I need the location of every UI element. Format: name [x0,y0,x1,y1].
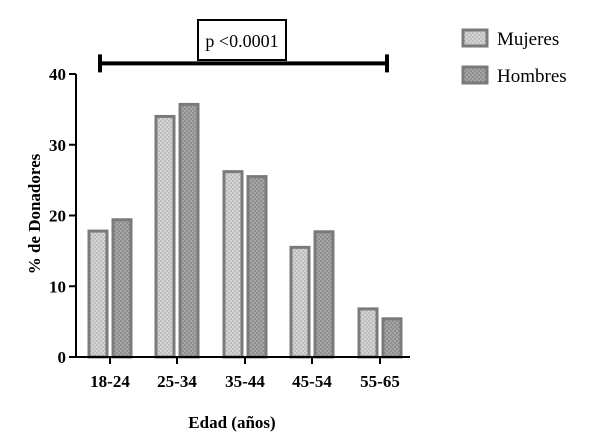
bar-hombres-55-65 [381,317,403,359]
x-tick-label: 18-24 [90,372,130,391]
y-axis-title: % de Donadores [25,153,44,274]
bar-mujeres-18-24 [87,229,109,359]
x-axis-title: Edad (años) [188,413,275,432]
x-tick-label: 25-34 [157,372,197,391]
bar-mujeres-35-44 [222,170,244,359]
y-tick-label: 30 [49,136,66,155]
y-tick-label: 0 [58,348,67,367]
bar-hombres-25-34 [178,102,200,359]
bar-hombres-45-54 [313,230,335,359]
significance-annotation: p <0.0001 [98,19,389,73]
bar-mujeres-55-65 [357,307,379,359]
y-tick-label: 10 [49,277,66,296]
x-tick-label: 45-54 [292,372,332,391]
bar-hombres-35-44 [246,175,268,359]
bar-hombres-18-24 [111,218,133,359]
legend-swatch-mujeres [461,28,489,48]
pvalue-box [197,19,287,61]
y-tick-label: 40 [49,65,66,84]
x-tick-label: 55-65 [360,372,400,391]
bar-mujeres-25-34 [154,114,176,359]
x-tick-label: 35-44 [225,372,265,391]
bar-mujeres-45-54 [289,245,311,359]
legend: Mujeres Hombres [461,28,567,87]
legend-label-hombres: Hombres [497,66,567,87]
y-tick-label: 20 [49,207,66,226]
legend-label-mujeres: Mujeres [497,29,559,50]
pvalue-label: p <0.0001 [205,31,278,51]
legend-swatch-hombres [461,65,489,85]
plot-area: 0 10 20 30 40 18-24 25-34 35-44 45-54 55-65 [49,65,410,391]
